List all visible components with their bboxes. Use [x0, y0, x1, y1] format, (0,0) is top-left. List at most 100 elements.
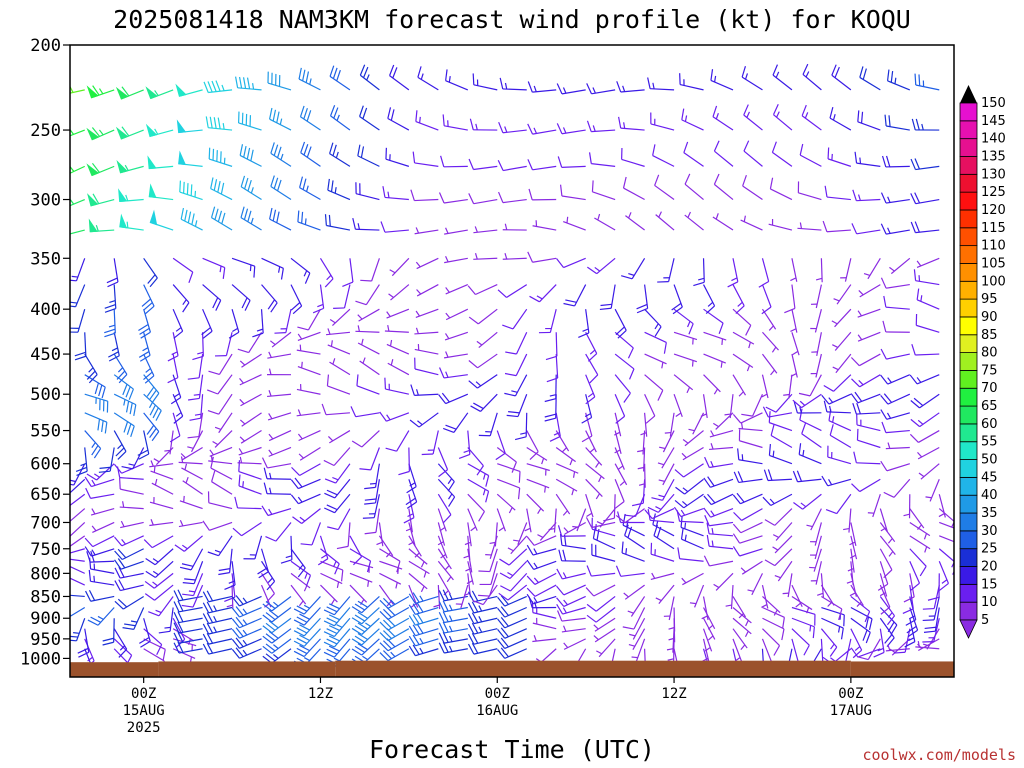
wind-barb-half-flag: [419, 637, 424, 644]
wind-barb: [438, 392, 469, 405]
wind-barb-flag: [467, 623, 475, 635]
wind-barb-flag: [265, 653, 276, 662]
wind-barb-flag: [652, 144, 656, 156]
wind-barb-half-flag: [117, 367, 124, 373]
wind-barb-half-flag: [182, 299, 187, 306]
wind-barb: [680, 515, 704, 537]
wind-barb-half-flag: [222, 123, 225, 130]
wind-barb-half-flag: [548, 527, 555, 531]
wind-barb-staff: [443, 198, 468, 204]
wind-barb: [478, 573, 498, 597]
wind-barb-half-flag: [304, 218, 307, 225]
wind-barb: [832, 353, 852, 374]
wind-barb-half-flag: [71, 275, 78, 278]
wind-barb: [502, 223, 527, 231]
wind-barb-flag: [768, 444, 772, 456]
wind-barb-flag: [887, 621, 895, 633]
wind-barb-half-flag: [153, 458, 160, 463]
wind-barb-half-flag: [628, 212, 632, 219]
wind-barb-staff: [349, 258, 354, 283]
wind-barb-half-flag: [268, 433, 274, 440]
wind-barb-half-flag: [164, 626, 171, 629]
wind-barb: [556, 568, 586, 580]
time-tick-label: 2025: [127, 720, 161, 736]
wind-barb: [629, 617, 646, 640]
wind-barb: [659, 430, 675, 453]
wind-barb-half-flag: [887, 196, 891, 203]
pressure-tick-label: 650: [30, 485, 61, 505]
wind-barb: [414, 327, 439, 335]
wind-barb: [654, 174, 675, 201]
wind-barb: [84, 546, 115, 557]
wind-barb-staff: [703, 374, 721, 393]
wind-barb-flag: [362, 517, 375, 519]
wind-barb-flag: [102, 641, 114, 646]
wind-barb-flag: [705, 305, 715, 315]
wind-barb-flag: [210, 456, 214, 469]
wind-barb-half-flag: [446, 576, 452, 583]
wind-barb-half-flag: [214, 549, 222, 553]
wind-barb: [758, 258, 770, 288]
wind-barb-half-flag: [448, 625, 453, 632]
wind-barb: [644, 353, 667, 369]
wind-barb: [231, 284, 251, 311]
wind-barb-flag: [324, 478, 336, 484]
wind-barb: [437, 560, 454, 583]
wind-barb: [732, 521, 763, 534]
wind-barb-half-flag: [843, 527, 850, 531]
wind-barb: [591, 180, 616, 201]
wind-barb-half-flag: [332, 560, 337, 568]
wind-barb-half-flag: [444, 565, 450, 571]
wind-barb: [821, 617, 844, 640]
wind-barb: [172, 257, 194, 284]
wind-barb-staff: [555, 430, 570, 452]
wind-barb-flag: [257, 567, 268, 575]
wind-barb-flag: [326, 504, 338, 511]
wind-barb: [84, 476, 115, 488]
wind-barb-flag: [104, 303, 116, 309]
wind-barb: [647, 77, 675, 91]
wind-barb: [182, 561, 204, 585]
wind-barb-flag: [125, 401, 130, 413]
wind-barb: [149, 460, 174, 468]
wind-barb: [556, 123, 586, 135]
wind-barb-staff: [414, 368, 439, 376]
wind-barb-flag: [500, 647, 509, 658]
wind-barb-flag: [299, 624, 310, 631]
wind-barb-half-flag: [715, 112, 719, 120]
wind-barb-flag: [672, 306, 683, 315]
wind-barb: [586, 595, 616, 612]
wind-barb-half-flag: [333, 657, 340, 662]
wind-barb: [319, 257, 334, 288]
wind-barb-staff: [596, 257, 616, 275]
wind-barb: [145, 548, 174, 566]
wind-barb-half-flag: [297, 433, 303, 440]
wind-barb-staff: [613, 494, 616, 519]
wind-barb: [360, 258, 380, 282]
wind-barb: [504, 374, 528, 397]
time-tick-label: 15AUG: [123, 703, 165, 719]
wind-barb: [561, 625, 586, 633]
wind-barb-staff: [371, 258, 380, 282]
wind-barb-half-flag: [482, 489, 486, 496]
wind-barb-flag: [299, 176, 304, 188]
wind-barb: [922, 584, 940, 610]
wind-barb: [621, 148, 645, 167]
wind-barb: [880, 348, 910, 360]
wind-barb-pennant: [115, 86, 129, 100]
wind-barb-flag: [622, 176, 627, 189]
pressure-tick-label: 400: [30, 300, 61, 320]
wind-barb-half-flag: [210, 455, 213, 462]
wind-barb-staff: [791, 284, 796, 309]
wind-barb-staff: [143, 648, 165, 662]
wind-barb-flag: [181, 604, 194, 608]
wind-barb-flag: [627, 347, 634, 359]
wind-barb-flag: [671, 302, 682, 311]
wind-barb-staff: [506, 284, 528, 298]
wind-barb-flag: [296, 627, 308, 634]
wind-barb: [228, 309, 240, 339]
wind-barb-staff: [90, 493, 115, 499]
wind-barb-staff: [497, 478, 520, 489]
wind-barb: [499, 560, 528, 580]
wind-barb-staff: [563, 584, 586, 596]
